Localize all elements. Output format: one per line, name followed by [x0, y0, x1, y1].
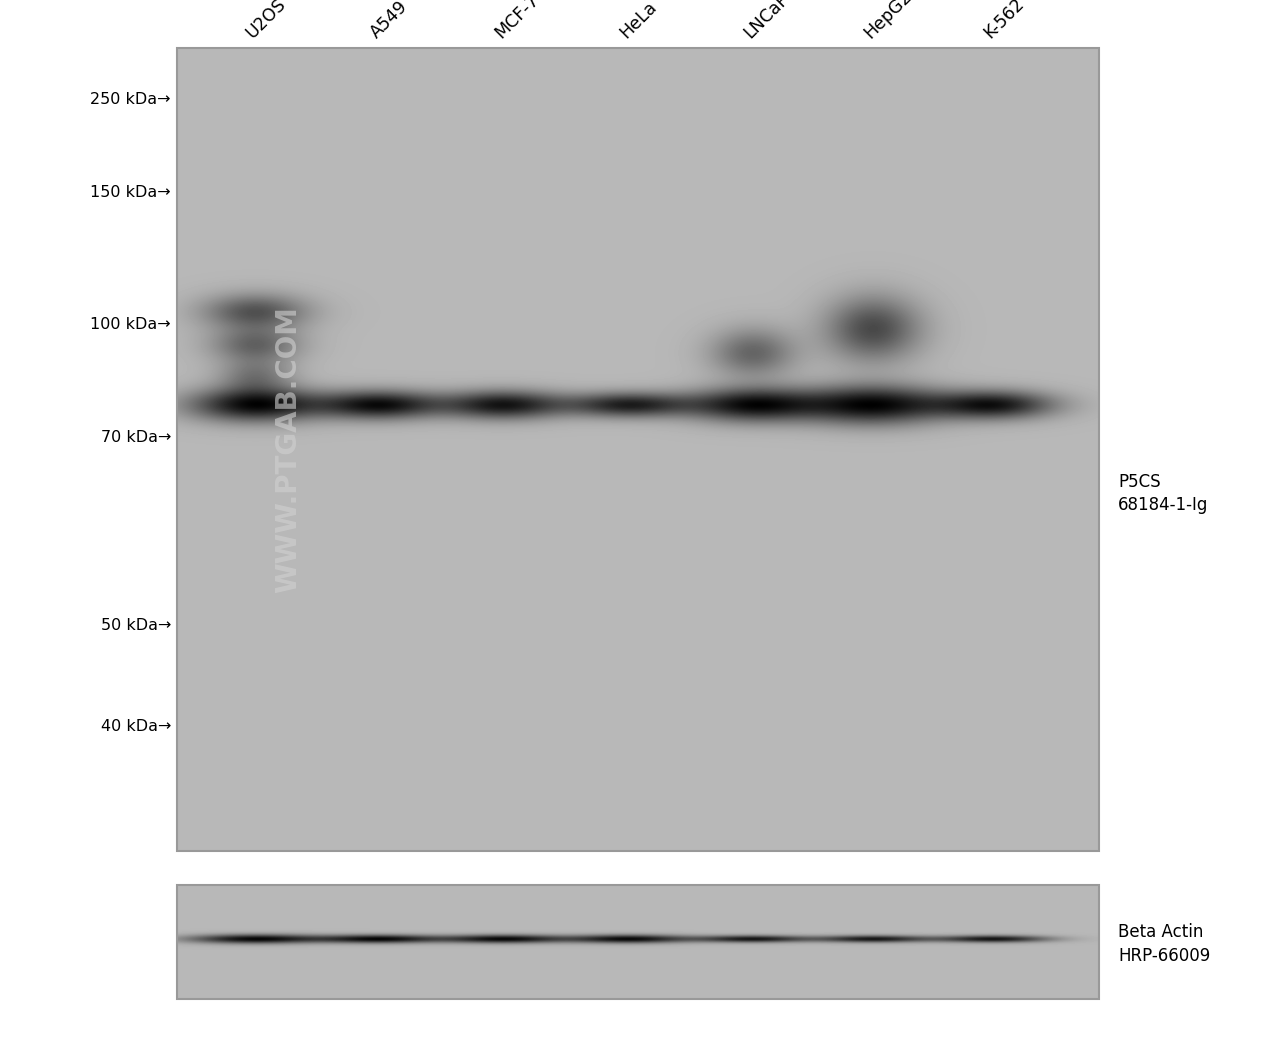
Text: LNCaP: LNCaP	[740, 0, 793, 42]
Bar	[177, 885, 1099, 999]
Bar	[177, 48, 1099, 851]
Text: 40 kDa→: 40 kDa→	[100, 719, 171, 734]
Text: Beta Actin
HRP-66009: Beta Actin HRP-66009	[1118, 923, 1210, 965]
Text: 250 kDa→: 250 kDa→	[90, 92, 171, 107]
Text: MCF-7: MCF-7	[492, 0, 544, 42]
Text: K-562: K-562	[980, 0, 1028, 42]
Text: 150 kDa→: 150 kDa→	[90, 185, 171, 200]
Text: HepG2: HepG2	[860, 0, 915, 42]
Text: HeLa: HeLa	[616, 0, 660, 42]
Text: 70 kDa→: 70 kDa→	[100, 430, 171, 445]
Text: WWW.PTGAB.COM: WWW.PTGAB.COM	[274, 305, 302, 593]
Text: 100 kDa→: 100 kDa→	[90, 317, 171, 332]
Text: A549: A549	[368, 0, 411, 42]
Text: 50 kDa→: 50 kDa→	[100, 618, 171, 633]
Text: U2OS: U2OS	[243, 0, 290, 42]
Text: P5CS
68184-1-Ig: P5CS 68184-1-Ig	[1118, 472, 1208, 514]
